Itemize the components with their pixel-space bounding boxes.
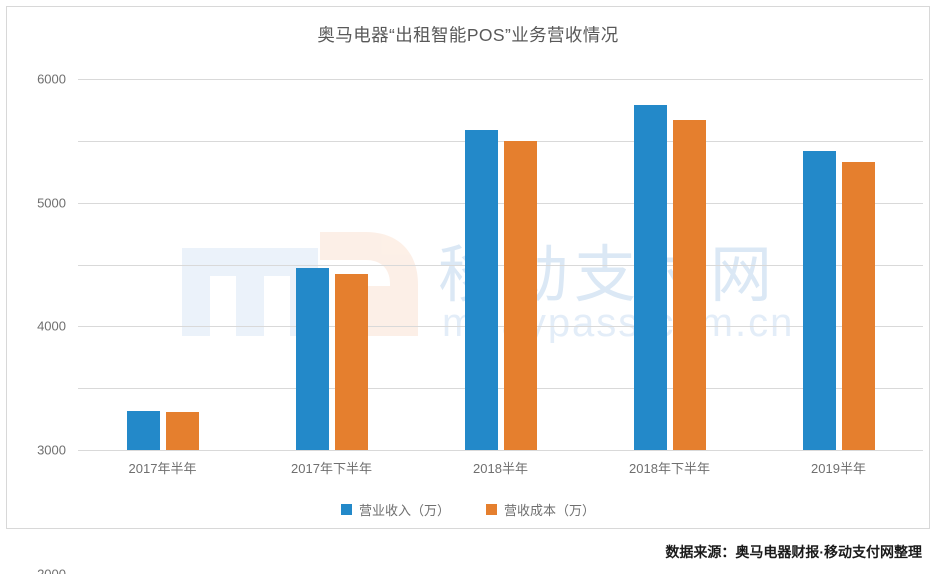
- y-axis-tick-label: 3000: [37, 442, 66, 458]
- bar-group: [247, 79, 416, 450]
- x-axis-tick-label: 2018半年: [473, 461, 528, 476]
- bar-series-container: [78, 79, 923, 450]
- y-axis-tick-label: 2000: [37, 566, 66, 574]
- legend-item[interactable]: 营业收入（万）: [340, 500, 450, 519]
- bar[interactable]: [802, 150, 836, 450]
- x-axis-tick-label: 2018年下半年: [629, 461, 710, 476]
- chart-legend: 营业收入（万） 营收成本（万）: [0, 500, 936, 519]
- legend-label: 营业收入（万）: [358, 503, 450, 518]
- legend-label: 营收成本（万）: [504, 503, 596, 518]
- x-axis-tick-label: 2017年下半年: [291, 461, 372, 476]
- plot-area: 6000 5000 4000 3000 2000 1000 0: [37, 72, 923, 574]
- gridline: 6000: [37, 72, 923, 87]
- bar-group: [416, 79, 585, 450]
- y-axis-tick-label: 4000: [37, 318, 66, 334]
- x-axis-labels: 2017年半年 2017年下半年 2018半年 2018年下半年 2019半年: [78, 458, 923, 477]
- chart-title: 奥马电器“出租智能POS”业务营收情况: [317, 25, 619, 45]
- gridline: 4000: [37, 202, 923, 334]
- y-axis-tick-label: 5000: [37, 195, 66, 211]
- bar[interactable]: [633, 104, 667, 450]
- bar[interactable]: [503, 140, 537, 450]
- gridline: 1000: [78, 388, 923, 390]
- gridline: 0: [78, 450, 923, 451]
- bar[interactable]: [295, 267, 329, 450]
- bar-group: [78, 79, 247, 450]
- bar[interactable]: [464, 129, 498, 450]
- legend-color-swatch: [486, 504, 497, 515]
- y-axis-tick-label: 6000: [37, 71, 66, 87]
- bar[interactable]: [334, 274, 368, 450]
- bar[interactable]: [841, 162, 875, 450]
- x-axis-tick-label: 2017年半年: [128, 461, 197, 476]
- bar[interactable]: [126, 410, 160, 450]
- bar-group: [585, 79, 754, 450]
- legend-item[interactable]: 营收成本（万）: [486, 500, 595, 519]
- bar[interactable]: [165, 411, 199, 450]
- bar-group: [754, 79, 923, 450]
- data-source-note: 数据来源：奥马电器财报·移动支付网整理: [665, 544, 922, 560]
- gridline: 5000: [37, 140, 923, 210]
- gridline: 3000: [37, 264, 923, 458]
- x-axis-tick-label: 2019半年: [811, 461, 866, 476]
- gridline: 2000: [37, 326, 923, 574]
- legend-color-swatch: [340, 504, 352, 515]
- bar[interactable]: [672, 120, 706, 450]
